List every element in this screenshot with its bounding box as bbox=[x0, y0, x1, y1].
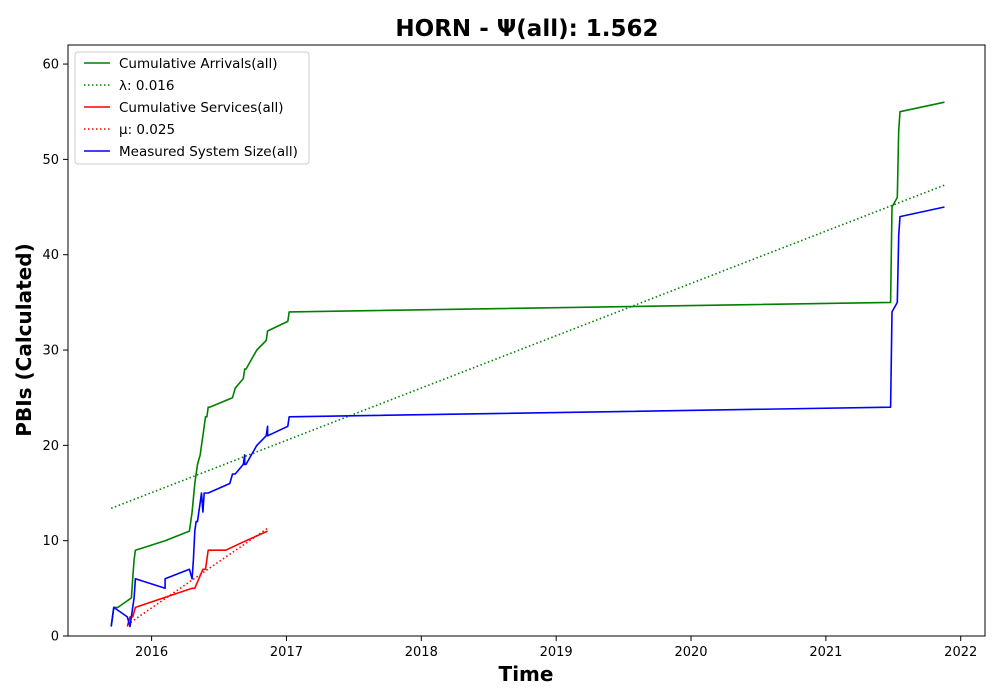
y-tick-label: 50 bbox=[42, 153, 59, 168]
x-tick-label: 2017 bbox=[270, 645, 303, 660]
y-tick-label: 40 bbox=[42, 248, 59, 263]
legend: Cumulative Arrivals(all) λ: 0.016 Cumulati… bbox=[74, 51, 310, 165]
legend-label-1: λ: 0.016 bbox=[119, 78, 174, 94]
chart-title: HORN - Ψ(all): 1.562 bbox=[395, 16, 658, 42]
x-tick-label: 2019 bbox=[540, 645, 573, 660]
series-line-3 bbox=[126, 527, 269, 626]
y-axis-title: PBIs (Calculated) bbox=[12, 243, 36, 436]
x-tick-label: 2022 bbox=[944, 645, 977, 660]
y-tick-label: 30 bbox=[42, 344, 59, 359]
y-tick-label: 20 bbox=[42, 439, 59, 454]
axis-ticks: 2016 2017 2018 2019 2020 2021 2022 0 10 20 30 40 50 6… bbox=[42, 58, 977, 660]
series-line-0 bbox=[110, 101, 945, 627]
x-tick-label: 2020 bbox=[674, 645, 707, 660]
x-tick-label: 2021 bbox=[809, 645, 842, 660]
y-tick-label: 0 bbox=[51, 630, 59, 645]
plot-frame bbox=[67, 44, 986, 637]
legend-label-4: Measured System Size(all) bbox=[119, 144, 298, 160]
x-tick-label: 2016 bbox=[135, 645, 168, 660]
legend-box bbox=[74, 51, 310, 165]
series-line-4 bbox=[110, 206, 945, 628]
series-line-2 bbox=[126, 530, 268, 627]
y-tick-label: 60 bbox=[42, 58, 59, 73]
x-axis-title: Time bbox=[499, 662, 554, 686]
legend-label-0: Cumulative Arrivals(all) bbox=[119, 56, 278, 72]
y-tick-label: 10 bbox=[42, 534, 59, 549]
legend-label-3: μ: 0.025 bbox=[119, 122, 175, 138]
plot-area bbox=[110, 101, 945, 628]
x-tick-label: 2018 bbox=[405, 645, 438, 660]
series-line-1 bbox=[110, 184, 945, 510]
legend-label-2: Cumulative Services(all) bbox=[119, 100, 284, 116]
